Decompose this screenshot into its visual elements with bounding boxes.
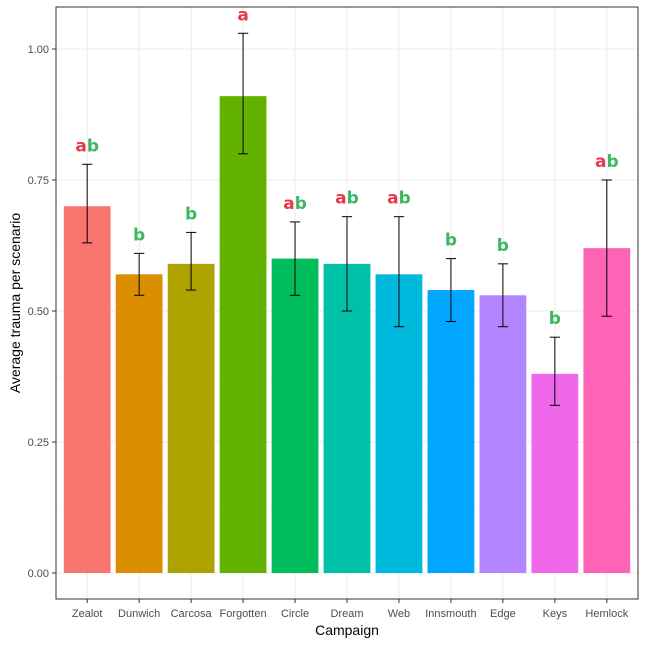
error-bar-web — [393, 216, 405, 328]
error-bar-hemlock — [601, 179, 612, 317]
y-tick-label: 1.00 — [28, 44, 49, 56]
x-tick-label-dream: Dream — [330, 608, 363, 620]
bar-dunwich — [115, 274, 163, 573]
significance-letter-a: a — [75, 136, 86, 156]
significance-letter-b: b — [445, 231, 457, 251]
bar-keys — [531, 373, 579, 573]
bar-carcosa — [167, 263, 215, 573]
x-tick-label-circle: Circle — [281, 608, 309, 620]
significance-letter-b: b — [399, 189, 411, 209]
significance-letter-b: b — [295, 194, 307, 214]
significance-label: ab — [75, 136, 99, 156]
x-axis-title: Campaign — [315, 622, 379, 638]
significance-letter-b: b — [185, 204, 197, 224]
x-tick-label-forgotten: Forgotten — [220, 608, 267, 620]
x-tick-label-dunwich: Dunwich — [118, 608, 160, 620]
bar-dream — [323, 263, 371, 573]
x-tick-label-keys: Keys — [543, 608, 568, 620]
bar-zealot — [63, 206, 111, 573]
significance-label: a — [237, 5, 248, 25]
significance-letter-b: b — [133, 225, 145, 245]
significance-letter-b: b — [347, 189, 359, 209]
error-bar-zealot — [82, 163, 93, 244]
error-bar-circle — [289, 221, 301, 296]
x-tick-label-innsmouth: Innsmouth — [425, 608, 476, 620]
y-tick-label: 0.25 — [28, 437, 49, 449]
significance-label: ab — [335, 189, 359, 209]
bar-circle — [271, 258, 319, 573]
x-tick-label-hemlock: Hemlock — [585, 608, 628, 620]
significance-letter-a: a — [387, 189, 398, 209]
error-bar-dunwich — [133, 252, 145, 296]
x-tick-label-web: Web — [388, 608, 410, 620]
x-tick-label-zealot: Zealot — [72, 608, 103, 620]
significance-label: b — [445, 231, 457, 251]
significance-label: b — [185, 204, 197, 224]
significance-letter-a: a — [237, 5, 248, 25]
significance-letter-a: a — [595, 152, 606, 172]
error-bar-innsmouth — [445, 258, 457, 322]
significance-label: ab — [283, 194, 307, 214]
significance-letter-b: b — [606, 152, 618, 172]
error-bar-dream — [341, 216, 353, 312]
bar-innsmouth — [427, 290, 475, 573]
significance-label: ab — [595, 152, 619, 172]
significance-letter-b: b — [549, 309, 561, 329]
x-tick-label-carcosa: Carcosa — [171, 608, 213, 620]
significance-label: b — [497, 236, 509, 256]
error-bar-edge — [497, 263, 509, 328]
y-axis-title: Average trauma per scenario — [7, 213, 23, 393]
y-tick-label: 0.00 — [28, 568, 49, 580]
error-bar-carcosa — [185, 231, 197, 291]
significance-letter-b: b — [87, 136, 99, 156]
significance-label: b — [549, 309, 561, 329]
significance-letter-a: a — [335, 189, 346, 209]
x-tick-label-edge: Edge — [490, 608, 516, 620]
error-bar-forgotten — [237, 32, 249, 155]
significance-label: ab — [387, 189, 411, 209]
significance-label: b — [133, 225, 145, 245]
significance-letter-b: b — [497, 236, 509, 256]
y-tick-label: 0.75 — [28, 175, 49, 187]
bar-edge — [479, 295, 527, 573]
significance-letter-a: a — [283, 194, 294, 214]
y-tick-label: 0.50 — [28, 306, 49, 318]
bar-forgotten — [219, 96, 267, 573]
error-bar-keys — [549, 336, 561, 406]
